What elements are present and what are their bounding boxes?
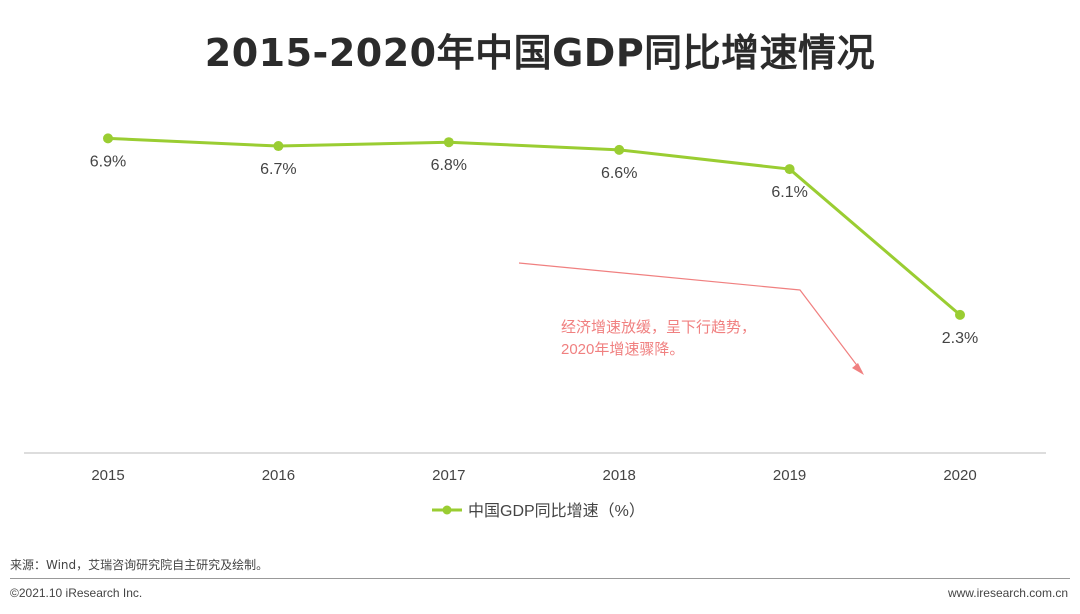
data-point-2017 — [443, 137, 454, 148]
data-point-2015 — [103, 133, 113, 144]
source-note: 来源：Wind，艾瑞咨询研究院自主研究及绘制。 — [10, 558, 269, 572]
annotation-arrow-line — [518, 262, 863, 373]
data-point-2016 — [273, 141, 284, 152]
x-tick-label-2020: 2020 — [943, 467, 976, 484]
annotation-arrow-head — [852, 363, 864, 375]
footer-divider — [10, 578, 1070, 579]
x-tick-label-2019: 2019 — [773, 467, 806, 484]
annotation-line-1: 经济增速放缓，呈下行趋势， — [561, 319, 756, 336]
data-label-2017: 6.8% — [431, 157, 467, 174]
x-tick-label-2015: 2015 — [91, 467, 124, 484]
annotation-arrow — [518, 262, 864, 375]
line-chart: 经济增速放缓，呈下行趋势， 2020年增速骤降。 2015 2016 2017 201… — [24, 133, 1046, 520]
data-label-2015: 6.9% — [90, 153, 126, 170]
website: www.iresearch.com.cn — [947, 586, 1068, 600]
series-gdp-growth: 6.9% 6.7% 6.8% 6.6% 6.1% 2.3% — [90, 133, 978, 347]
data-label-2016: 6.7% — [260, 161, 296, 178]
data-label-2018: 6.6% — [601, 165, 637, 182]
copyright: ©2021.10 iResearch Inc. — [10, 586, 143, 600]
series-line — [107, 136, 961, 317]
x-tick-label-2018: 2018 — [603, 467, 636, 484]
x-tick-label-2017: 2017 — [432, 467, 465, 484]
legend-label: 中国GDP同比增速（%） — [468, 502, 645, 520]
annotation-line-2: 2020年增速骤降。 — [561, 341, 684, 358]
chart-title: 2015-2020年中国GDP同比增速情况 — [204, 31, 876, 75]
data-label-2020: 2.3% — [942, 330, 978, 347]
legend: 中国GDP同比增速（%） — [432, 502, 645, 520]
data-point-2018 — [614, 144, 625, 155]
data-point-2019 — [784, 164, 795, 175]
x-axis-tick-labels: 2015 2016 2017 2018 2019 2020 — [91, 467, 976, 484]
data-point-2020 — [955, 309, 965, 320]
legend-dot-marker — [442, 505, 452, 515]
x-tick-label-2016: 2016 — [262, 467, 295, 484]
data-label-2019: 6.1% — [771, 184, 807, 201]
